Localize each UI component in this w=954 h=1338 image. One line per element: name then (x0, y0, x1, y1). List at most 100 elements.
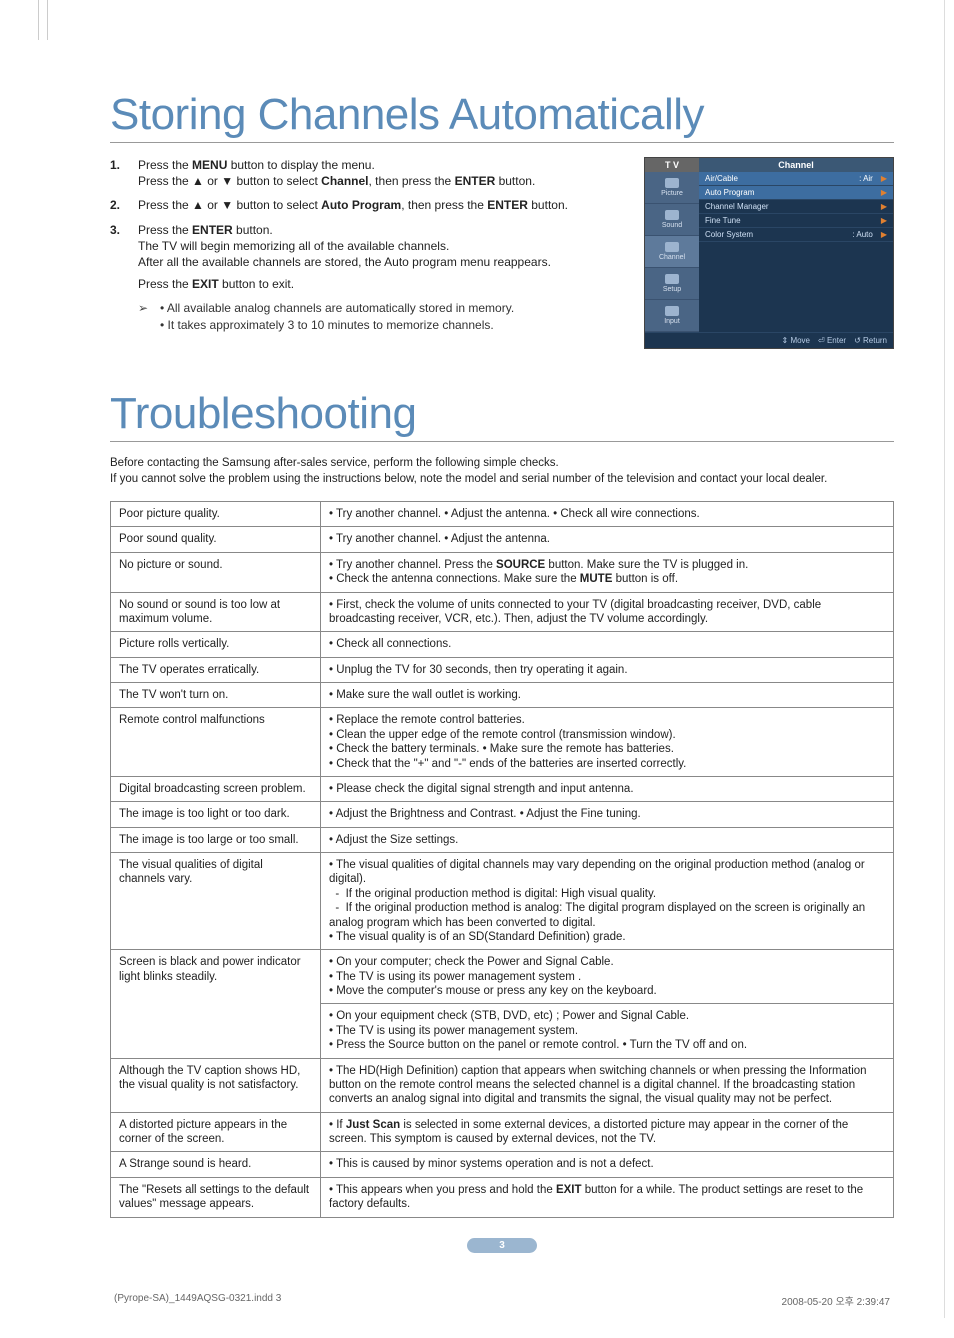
table-row: The TV operates erratically.• Unplug the… (111, 657, 894, 682)
tv-row-label: Channel Manager (705, 202, 769, 211)
footer-right: 2008-05-20 오후 2:39:47 (782, 1293, 890, 1308)
steps-list: 1. Press the MENU button to display the m… (110, 157, 626, 292)
solution-cell: • This is caused by minor systems operat… (321, 1152, 894, 1177)
tv-menu-list: Air/Cable: Air▶Auto Program▶Channel Mana… (699, 172, 893, 332)
tv-row-label: Fine Tune (705, 216, 741, 225)
tv-footer: ⇕ Move⏎ Enter↺ Return (645, 332, 893, 348)
table-row: Poor sound quality.• Try another channel… (111, 527, 894, 552)
solution-cell: • The visual qualities of digital channe… (321, 853, 894, 950)
crop-edge-right (944, 0, 954, 1318)
problem-cell: Screen is black and power indicator ligh… (111, 950, 321, 1058)
step-number: 1. (110, 157, 124, 189)
table-row: The TV won't turn on.• Make sure the wal… (111, 683, 894, 708)
tv-row-value: : Air (859, 174, 873, 183)
problem-cell: The TV operates erratically. (111, 657, 321, 682)
table-row: Screen is black and power indicator ligh… (111, 950, 894, 1004)
tv-menu-row: Air/Cable : Air ▶ (699, 172, 893, 186)
tv-row-label: Auto Program (705, 188, 754, 197)
problem-cell: Although the TV caption shows HD, the vi… (111, 1058, 321, 1112)
page-number: 3 (467, 1238, 537, 1253)
tv-menu-row: Color System : Auto ▶ (699, 228, 893, 242)
triangle-icon: ▶ (881, 188, 887, 197)
solution-cell: • On your equipment check (STB, DVD, etc… (321, 1004, 894, 1058)
solution-cell: • Replace the remote control batteries.•… (321, 708, 894, 777)
problem-cell: No picture or sound. (111, 552, 321, 592)
heading-troubleshooting: Troubleshooting (110, 389, 894, 442)
solution-cell: • The HD(High Definition) caption that a… (321, 1058, 894, 1112)
solution-cell: • On your computer; check the Power and … (321, 950, 894, 1004)
note-arrow-icon: ➢ (138, 300, 154, 332)
triangle-icon: ▶ (881, 174, 887, 183)
troubleshooting-intro: Before contacting the Samsung after-sale… (110, 456, 894, 487)
problem-cell: A Strange sound is heard. (111, 1152, 321, 1177)
solution-cell: • If Just Scan is selected in some exter… (321, 1112, 894, 1152)
tv-footer-hint: ↺ Return (854, 336, 887, 345)
footer-left: (Pyrope-SA)_1449AQSG-0321.indd 3 (114, 1293, 281, 1308)
step-body: Press the ▲ or ▼ button to select Auto P… (138, 197, 626, 213)
tv-nav-label: Sound (662, 222, 682, 229)
tv-header-left: T V (645, 158, 699, 172)
solution-cell: • Try another channel. Press the SOURCE … (321, 552, 894, 592)
problem-cell: The "Resets all settings to the default … (111, 1177, 321, 1217)
table-row: Picture rolls vertically.• Check all con… (111, 632, 894, 657)
tv-nav: PictureSoundChannelSetupInput (645, 172, 699, 332)
tv-menu-row: Auto Program ▶ (699, 186, 893, 200)
problem-cell: Remote control malfunctions (111, 708, 321, 777)
table-row: The visual qualities of digital channels… (111, 853, 894, 950)
tv-menu-row: Fine Tune▶ (699, 214, 893, 228)
solution-cell: • Check all connections. (321, 632, 894, 657)
tv-nav-icon (665, 306, 679, 316)
tv-row-value: : Auto (852, 230, 872, 239)
crop-marker (38, 0, 48, 40)
tv-nav-item: Channel (645, 236, 699, 268)
solution-cell: • Try another channel. • Adjust the ante… (321, 502, 894, 527)
tv-nav-item: Sound (645, 204, 699, 236)
tv-nav-icon (665, 210, 679, 220)
problem-cell: The image is too large or too small. (111, 827, 321, 852)
step-item: 3.Press the ENTER button.The TV will beg… (110, 222, 626, 293)
tv-row-label: Air/Cable (705, 174, 738, 183)
problem-cell: Poor picture quality. (111, 502, 321, 527)
tv-row-label: Color System (705, 230, 753, 239)
step-body: Press the ENTER button.The TV will begin… (138, 222, 626, 293)
tv-nav-label: Picture (661, 190, 683, 197)
table-row: The image is too large or too small.• Ad… (111, 827, 894, 852)
table-row: The image is too light or too dark.• Adj… (111, 802, 894, 827)
table-row: No sound or sound is too low at maximum … (111, 592, 894, 632)
solution-cell: • Adjust the Brightness and Contrast. • … (321, 802, 894, 827)
tv-nav-item: Setup (645, 268, 699, 300)
table-row: Digital broadcasting screen problem.• Pl… (111, 776, 894, 801)
table-row: A Strange sound is heard.• This is cause… (111, 1152, 894, 1177)
solution-cell: • This appears when you press and hold t… (321, 1177, 894, 1217)
tv-nav-label: Setup (663, 286, 681, 293)
solution-cell: • Adjust the Size settings. (321, 827, 894, 852)
tv-menu-row: Channel Manager ▶ (699, 200, 893, 214)
heading-storing: Storing Channels Automatically (110, 90, 894, 143)
solution-cell: • Please check the digital signal streng… (321, 776, 894, 801)
tv-nav-label: Channel (659, 254, 685, 261)
problem-cell: Digital broadcasting screen problem. (111, 776, 321, 801)
triangle-icon: ▶ (881, 202, 887, 211)
tv-nav-item: Picture (645, 172, 699, 204)
problem-cell: No sound or sound is too low at maximum … (111, 592, 321, 632)
table-row: A distorted picture appears in the corne… (111, 1112, 894, 1152)
solution-cell: • First, check the volume of units conne… (321, 592, 894, 632)
problem-cell: Picture rolls vertically. (111, 632, 321, 657)
problem-cell: The image is too light or too dark. (111, 802, 321, 827)
tv-osd-menu: T V Channel PictureSoundChannelSetupInpu… (644, 157, 894, 349)
step-item: 2. Press the ▲ or ▼ button to select Auto… (110, 197, 626, 213)
problem-cell: A distorted picture appears in the corne… (111, 1112, 321, 1152)
triangle-icon: ▶ (881, 230, 887, 239)
step-body: Press the MENU button to display the men… (138, 157, 626, 189)
troubleshooting-table: Poor picture quality.• Try another chann… (110, 501, 894, 1218)
note-line: • It takes approximately 3 to 10 minutes… (160, 317, 626, 333)
tv-nav-icon (665, 178, 679, 188)
step-number: 3. (110, 222, 124, 293)
problem-cell: Poor sound quality. (111, 527, 321, 552)
solution-cell: • Unplug the TV for 30 seconds, then try… (321, 657, 894, 682)
table-row: Remote control malfunctions• Replace the… (111, 708, 894, 777)
tv-header-right: Channel (699, 158, 893, 172)
table-row: No picture or sound.• Try another channe… (111, 552, 894, 592)
step-number: 2. (110, 197, 124, 213)
step-item: 1. Press the MENU button to display the m… (110, 157, 626, 189)
